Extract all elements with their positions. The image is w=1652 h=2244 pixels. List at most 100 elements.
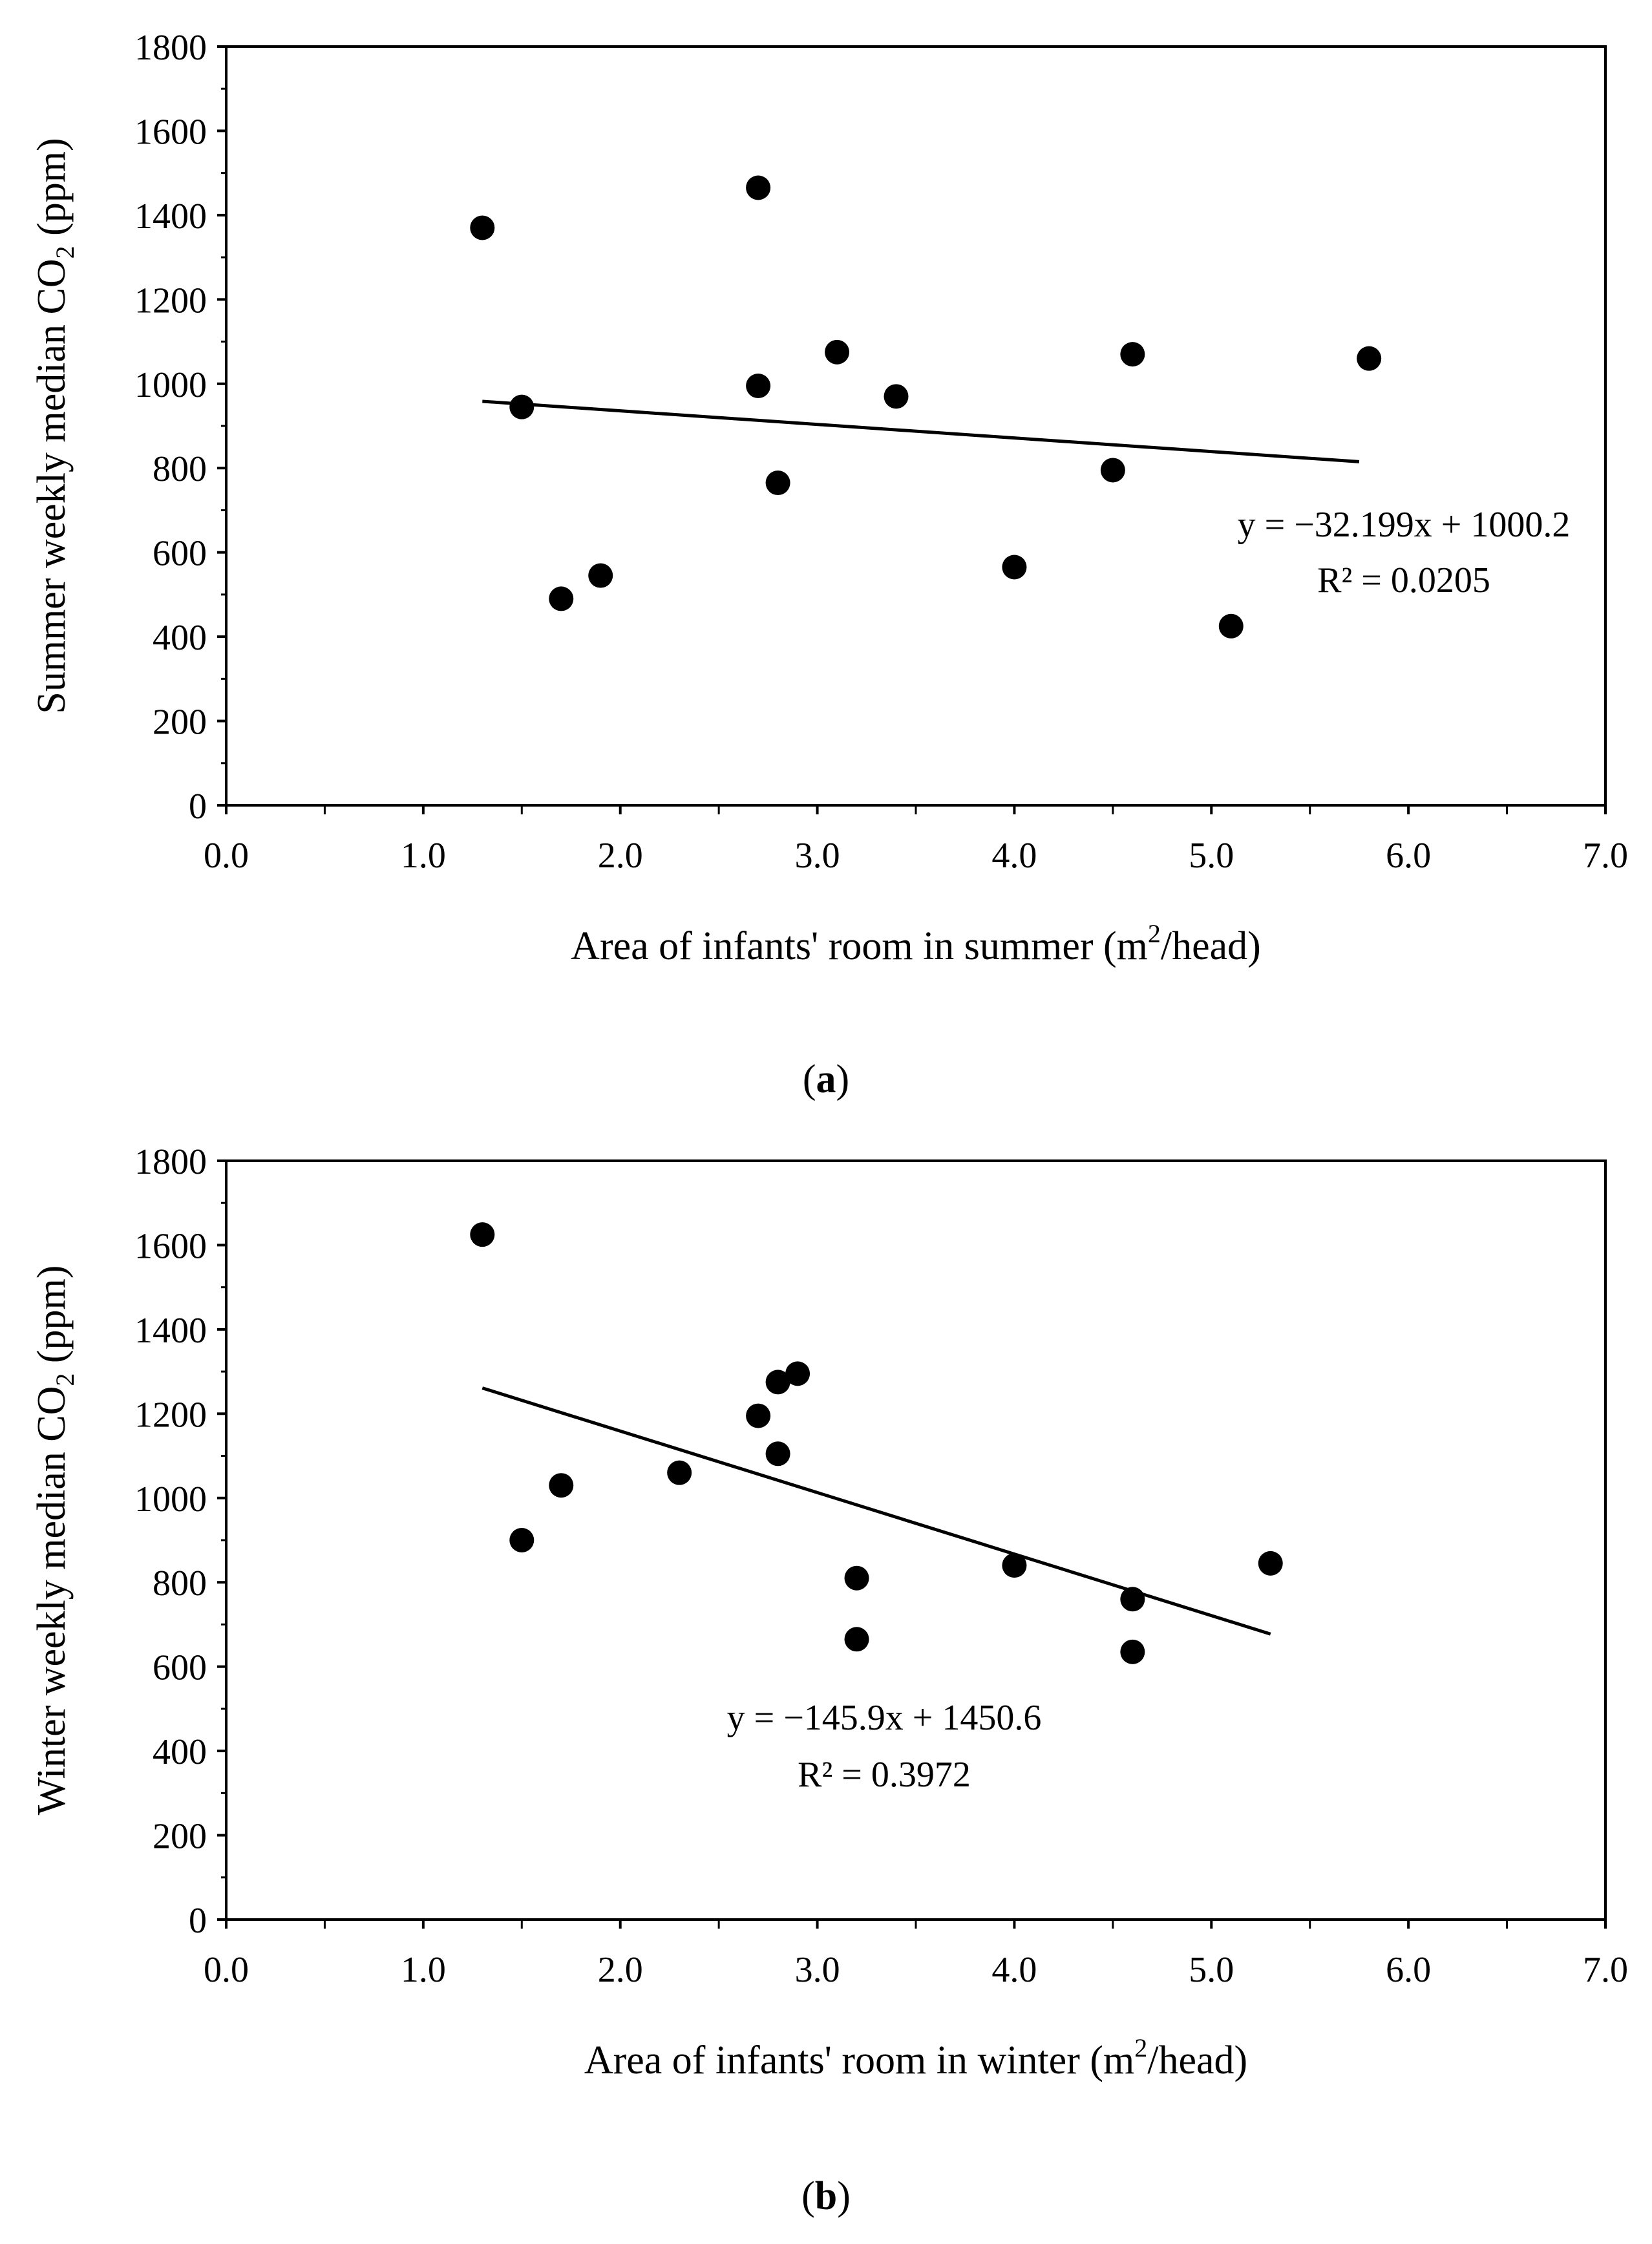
- x-tick-label: 0.0: [204, 836, 249, 876]
- x-axis-title-unit: /head): [1161, 924, 1261, 968]
- y-axis-title-text: Summer weekly median CO: [30, 259, 74, 714]
- y-axis-title-text: Winter weekly median CO: [30, 1386, 74, 1815]
- trendline-group: [482, 1386, 1271, 1636]
- data-point: [549, 1473, 574, 1498]
- data-point: [509, 394, 535, 419]
- x-tick-label: 2.0: [598, 1950, 643, 1990]
- plot-area-frame: [225, 45, 1607, 807]
- x-tick-label: 5.0: [1189, 1950, 1234, 1990]
- y-tick-label: 200: [153, 703, 207, 743]
- panel-label-a: (a): [803, 1057, 849, 1101]
- y-tick-label: 1200: [134, 1395, 207, 1435]
- y-tick-label: 1600: [134, 112, 207, 152]
- data-points-group: [470, 175, 1382, 639]
- trendline: [482, 1386, 1271, 1636]
- data-point: [765, 1370, 790, 1395]
- trendline: [482, 399, 1360, 463]
- data-point: [1120, 342, 1145, 367]
- data-point: [667, 1460, 692, 1485]
- y-tick-label: 800: [153, 449, 207, 489]
- x-tick-label: 4.0: [991, 836, 1037, 876]
- y-axis-title: Summer weekly median CO2 (ppm): [30, 138, 79, 714]
- x-tick-label: 2.0: [598, 836, 643, 876]
- y-tick-label: 1400: [134, 196, 207, 237]
- plot-area-frame: [225, 1159, 1607, 1921]
- data-point: [549, 586, 574, 611]
- y-tick-label: 0: [189, 787, 207, 827]
- data-point: [1100, 458, 1125, 483]
- data-point: [746, 175, 771, 200]
- regression-equation: y = −32.199x + 1000.2: [1238, 505, 1571, 545]
- x-axis-title-sup: 2: [1148, 919, 1161, 948]
- trendline-group: [482, 399, 1360, 463]
- data-point: [1218, 613, 1244, 639]
- y-tick-label: 600: [153, 534, 207, 574]
- data-point: [785, 1361, 810, 1386]
- x-tick-label: 6.0: [1386, 836, 1431, 876]
- y-tick-label: 200: [153, 1817, 207, 1857]
- y-axis-ticks: 0 200 400 600 800 1000 1200 1400 1600 1800: [134, 28, 226, 827]
- x-tick-label: 4.0: [991, 1950, 1037, 1990]
- y-tick-label: 1600: [134, 1226, 207, 1266]
- x-axis-title-text: Area of infants' room in summer (m: [571, 924, 1148, 968]
- data-point: [844, 1627, 869, 1652]
- data-point: [470, 215, 495, 240]
- data-point: [884, 384, 909, 409]
- y-tick-label: 1800: [134, 28, 207, 68]
- x-tick-label: 5.0: [1189, 836, 1234, 876]
- panel-label-a-letter: a: [816, 1057, 836, 1101]
- y-axis-title-unit: (ppm): [30, 138, 74, 246]
- x-axis-title-sup: 2: [1134, 2033, 1147, 2062]
- data-point: [825, 339, 850, 365]
- data-point: [1120, 1639, 1145, 1664]
- y-tick-label: 1800: [134, 1142, 207, 1182]
- y-tick-label: 1000: [134, 365, 207, 405]
- x-tick-label: 7.0: [1583, 836, 1628, 876]
- y-tick-label: 400: [153, 1732, 207, 1772]
- x-tick-label: 7.0: [1583, 1950, 1628, 1990]
- x-axis-title-text: Area of infants' room in winter (m: [584, 2038, 1134, 2082]
- x-tick-label: 0.0: [204, 1950, 249, 1990]
- y-axis-ticks: 0 200 400 600 800 1000 1200 1400 1600 1800: [134, 1142, 226, 1941]
- data-point: [1002, 1553, 1027, 1578]
- data-point: [765, 1441, 790, 1466]
- x-tick-label: 3.0: [795, 836, 840, 876]
- chart-panel-a: 0 200 400 600 800 1000 1200 1400 1600 1800 0.0 1.0…: [30, 28, 1628, 1101]
- data-point: [844, 1565, 869, 1591]
- y-axis-title-unit: (ppm): [30, 1265, 74, 1373]
- panel-label-b: (b): [801, 2174, 851, 2218]
- x-axis-ticks: 0.0 1.0 2.0 3.0 4.0 5.0 6.0 7.0: [204, 1920, 1628, 1990]
- chart-panel-b: 0 200 400 600 800 1000 1200 1400 1600 1800 0.0 1.0…: [30, 1142, 1628, 2218]
- r-squared-label: R² = 0.0205: [1317, 560, 1490, 600]
- data-point: [588, 563, 613, 588]
- y-tick-label: 1400: [134, 1311, 207, 1351]
- regression-equation: y = −145.9x + 1450.6: [727, 1698, 1042, 1738]
- x-axis-ticks: 0.0 1.0 2.0 3.0 4.0 5.0 6.0 7.0: [204, 805, 1628, 876]
- y-tick-label: 800: [153, 1563, 207, 1604]
- x-tick-label: 1.0: [401, 1950, 446, 1990]
- data-point: [509, 1528, 535, 1552]
- y-tick-label: 400: [153, 618, 207, 658]
- x-tick-label: 3.0: [795, 1950, 840, 1990]
- panel-label-b-letter: b: [815, 2174, 837, 2218]
- y-tick-label: 1000: [134, 1479, 207, 1519]
- data-point: [746, 1403, 771, 1428]
- data-points-group: [470, 1222, 1283, 1664]
- x-axis-title: Area of infants' room in summer (m2/head…: [571, 919, 1261, 968]
- r-squared-label: R² = 0.3972: [798, 1755, 971, 1795]
- data-point: [1002, 555, 1027, 580]
- data-point: [1357, 346, 1382, 371]
- data-point: [1120, 1587, 1145, 1612]
- data-point: [1258, 1551, 1283, 1576]
- x-axis-title: Area of infants' room in winter (m2/head…: [584, 2033, 1247, 2082]
- y-tick-label: 600: [153, 1648, 207, 1688]
- x-axis-title-unit: /head): [1147, 2038, 1247, 2082]
- data-point: [765, 471, 790, 496]
- data-point: [746, 374, 771, 399]
- x-tick-label: 6.0: [1386, 1950, 1431, 1990]
- data-point: [470, 1222, 495, 1247]
- y-axis-title-sub: 2: [50, 246, 79, 259]
- y-axis-title-sub: 2: [50, 1373, 79, 1386]
- y-tick-label: 0: [189, 1901, 207, 1941]
